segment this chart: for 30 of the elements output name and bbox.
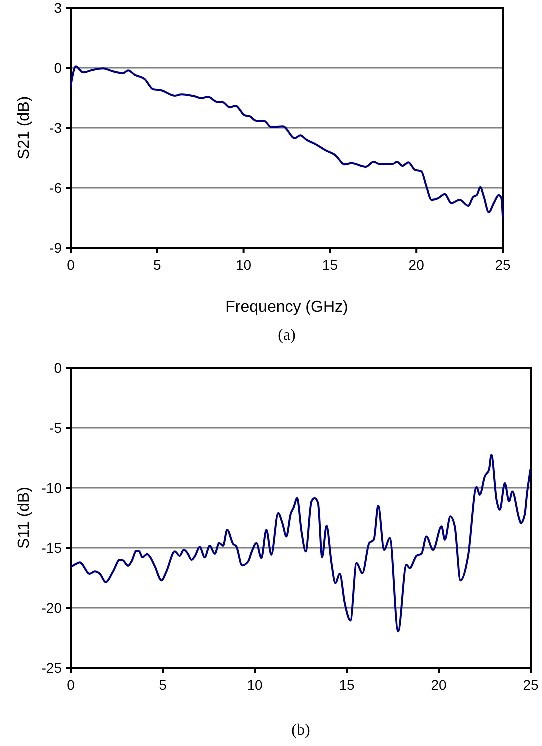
text: (a) xyxy=(278,327,296,344)
line-series xyxy=(70,66,504,218)
y-tick-label: -6 xyxy=(50,180,62,196)
x-tick-label: 20 xyxy=(431,677,447,693)
x-tick-label: 0 xyxy=(67,257,76,273)
x-tick-label: 10 xyxy=(247,677,263,693)
y-tick-label: 3 xyxy=(54,0,62,16)
y-tick-label: -20 xyxy=(42,600,62,616)
text: (b) xyxy=(292,722,310,739)
x-tick-label: 20 xyxy=(408,257,425,273)
y-tick-label: -5 xyxy=(50,420,62,436)
y-axis-title: S11 (dB) xyxy=(16,487,33,549)
y-tick-label: -10 xyxy=(42,480,62,496)
y-tick-label: 0 xyxy=(54,60,62,76)
y-tick-label: -9 xyxy=(50,240,62,256)
x-tick-label: 15 xyxy=(339,677,355,693)
x-tick-label: 5 xyxy=(159,677,168,693)
x-tick-label: 25 xyxy=(495,257,511,273)
y-tick-label: 0 xyxy=(54,360,62,376)
x-axis-title: Frequency (GHz) xyxy=(226,299,348,316)
y-tick-label: -25 xyxy=(42,660,62,676)
x-tick-label: 0 xyxy=(67,677,76,693)
x-tick-label: 25 xyxy=(523,677,539,693)
x-tick-label: 10 xyxy=(236,257,252,273)
line-series xyxy=(70,454,532,633)
y-tick-label: -15 xyxy=(42,540,62,556)
y-axis-title: S21 (dB) xyxy=(16,96,33,160)
y-tick-label: -3 xyxy=(50,120,62,136)
x-tick-label: 15 xyxy=(322,257,338,273)
x-tick-label: 5 xyxy=(154,257,162,273)
